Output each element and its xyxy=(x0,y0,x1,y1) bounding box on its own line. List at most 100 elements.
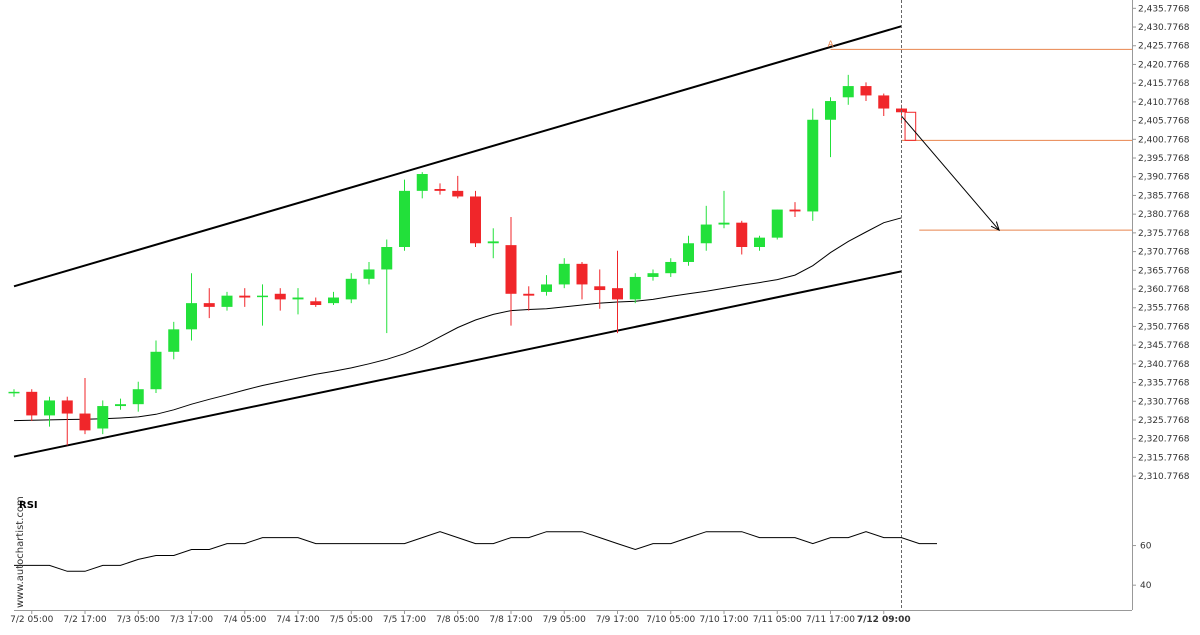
rsi-y-tick-label: 60 xyxy=(1140,542,1152,552)
y-tick-label: 2,315.7768 xyxy=(1138,453,1190,463)
rsi-line xyxy=(14,531,937,572)
candle-body xyxy=(452,190,464,197)
y-tick-label: 2,415.7768 xyxy=(1138,79,1190,89)
candle-body xyxy=(736,222,748,247)
candle-body xyxy=(328,297,339,304)
candle-body xyxy=(541,284,552,292)
candle-body xyxy=(594,286,606,291)
x-tick-label: 7/5 17:00 xyxy=(383,615,427,625)
candle-body xyxy=(132,389,144,405)
x-tick-label: 7/5 05:00 xyxy=(330,615,374,625)
rsi-y-tick-label: 40 xyxy=(1140,581,1152,591)
y-tick-label: 2,425.7768 xyxy=(1138,42,1190,52)
y-tick-label: 2,320.7768 xyxy=(1138,435,1190,445)
plot-frame xyxy=(14,0,1133,611)
y-tick-label: 2,390.7768 xyxy=(1138,173,1190,183)
y-tick-label: 2,410.7768 xyxy=(1138,98,1190,108)
candle-body xyxy=(434,188,446,191)
candle-body xyxy=(26,391,38,416)
channel-lower-line xyxy=(13,270,902,458)
candle-body xyxy=(700,224,712,244)
candle-body xyxy=(825,101,836,120)
x-tick-label: 7/11 17:00 xyxy=(806,615,855,625)
candle-body xyxy=(168,329,180,352)
y-tick-label: 2,360.7768 xyxy=(1138,285,1190,295)
candle-body xyxy=(97,406,109,429)
moving-average-line xyxy=(13,217,902,422)
candle-body xyxy=(807,119,819,212)
candle-body xyxy=(203,303,215,307)
y-tick-label: 2,405.7768 xyxy=(1138,117,1190,127)
candle-body xyxy=(842,86,854,98)
candle-body xyxy=(239,295,251,298)
x-tick-label: 7/8 17:00 xyxy=(489,615,533,625)
candle-body xyxy=(665,261,677,274)
candle-body xyxy=(363,269,375,279)
x-tick-label: 7/2 05:00 xyxy=(10,615,54,625)
y-tick-label: 2,385.7768 xyxy=(1138,191,1190,201)
x-tick-label: 7/9 05:00 xyxy=(543,615,587,625)
candle-body xyxy=(61,400,73,414)
x-tick-label: 7/2 17:00 xyxy=(63,615,107,625)
x-tick-label: 7/4 17:00 xyxy=(276,615,320,625)
y-tick-label: 2,400.7768 xyxy=(1138,135,1190,145)
y-tick-label: 2,370.7768 xyxy=(1138,248,1190,258)
x-tick-label: 7/9 17:00 xyxy=(596,615,640,625)
y-tick-label: 2,430.7768 xyxy=(1138,23,1190,33)
y-tick-label: 2,350.7768 xyxy=(1138,322,1190,332)
candle-body xyxy=(629,276,641,300)
axes: 2,435.7768 2,430.7768 2,425.7768 2,420.7768… xyxy=(10,4,1190,625)
y-tick-label: 2,380.7768 xyxy=(1138,210,1190,220)
candle-body xyxy=(683,243,694,262)
rsi-title: RSI xyxy=(19,500,38,511)
candle-body xyxy=(558,263,570,285)
candle-body xyxy=(44,400,55,416)
y-tick-label: 2,395.7768 xyxy=(1138,154,1190,164)
candle-body xyxy=(115,404,126,407)
candle-body xyxy=(860,86,872,96)
y-tick-label: 2,340.7768 xyxy=(1138,360,1190,370)
candle-body xyxy=(612,288,623,300)
y-tick-label: 2,325.7768 xyxy=(1138,416,1190,426)
y-tick-label: 2,330.7768 xyxy=(1138,397,1190,407)
y-tick-label: 2,345.7768 xyxy=(1138,341,1190,351)
y-tick-label: 2,420.7768 xyxy=(1138,60,1190,70)
price-panel: A xyxy=(8,0,1132,610)
x-tick-label: 7/4 05:00 xyxy=(223,615,267,625)
candle-body xyxy=(754,237,765,247)
candle-body xyxy=(470,196,481,244)
y-tick-label: 2,435.7768 xyxy=(1138,4,1190,14)
candle-body xyxy=(771,209,783,238)
candle-body xyxy=(150,351,162,390)
x-tick-label: 7/10 17:00 xyxy=(699,615,748,625)
point-marker-label: A xyxy=(828,40,835,50)
candle-body xyxy=(345,278,357,300)
candle-body xyxy=(8,391,20,394)
candle-body xyxy=(789,209,801,212)
forecast-arrow-line xyxy=(901,115,1000,231)
x-tick-label: 7/3 05:00 xyxy=(117,615,161,625)
x-tick-label: 7/8 05:00 xyxy=(436,615,480,625)
pattern-box xyxy=(904,111,917,141)
candle-body xyxy=(718,222,730,225)
candle-body xyxy=(257,295,268,298)
y-tick-label: 2,365.7768 xyxy=(1138,266,1190,276)
forecast-arrow-head xyxy=(990,221,1000,232)
candle-body xyxy=(310,301,322,306)
y-tick-label: 2,335.7768 xyxy=(1138,379,1190,389)
x-tick-label: 7/11 05:00 xyxy=(753,615,802,625)
candle-body xyxy=(416,174,428,191)
candle-body xyxy=(487,241,499,244)
candle-body xyxy=(576,263,588,285)
x-tick-label: 7/12 09:00 xyxy=(857,615,911,625)
candle-body xyxy=(186,303,197,330)
y-tick-label: 2,355.7768 xyxy=(1138,304,1190,314)
channel-upper-line xyxy=(13,25,902,288)
watermark: www.autochartist.com xyxy=(15,496,26,608)
candle-body xyxy=(221,295,233,307)
y-tick-label: 2,310.7768 xyxy=(1138,472,1190,482)
candle-body xyxy=(399,190,410,247)
x-tick-label: 7/10 05:00 xyxy=(646,615,695,625)
